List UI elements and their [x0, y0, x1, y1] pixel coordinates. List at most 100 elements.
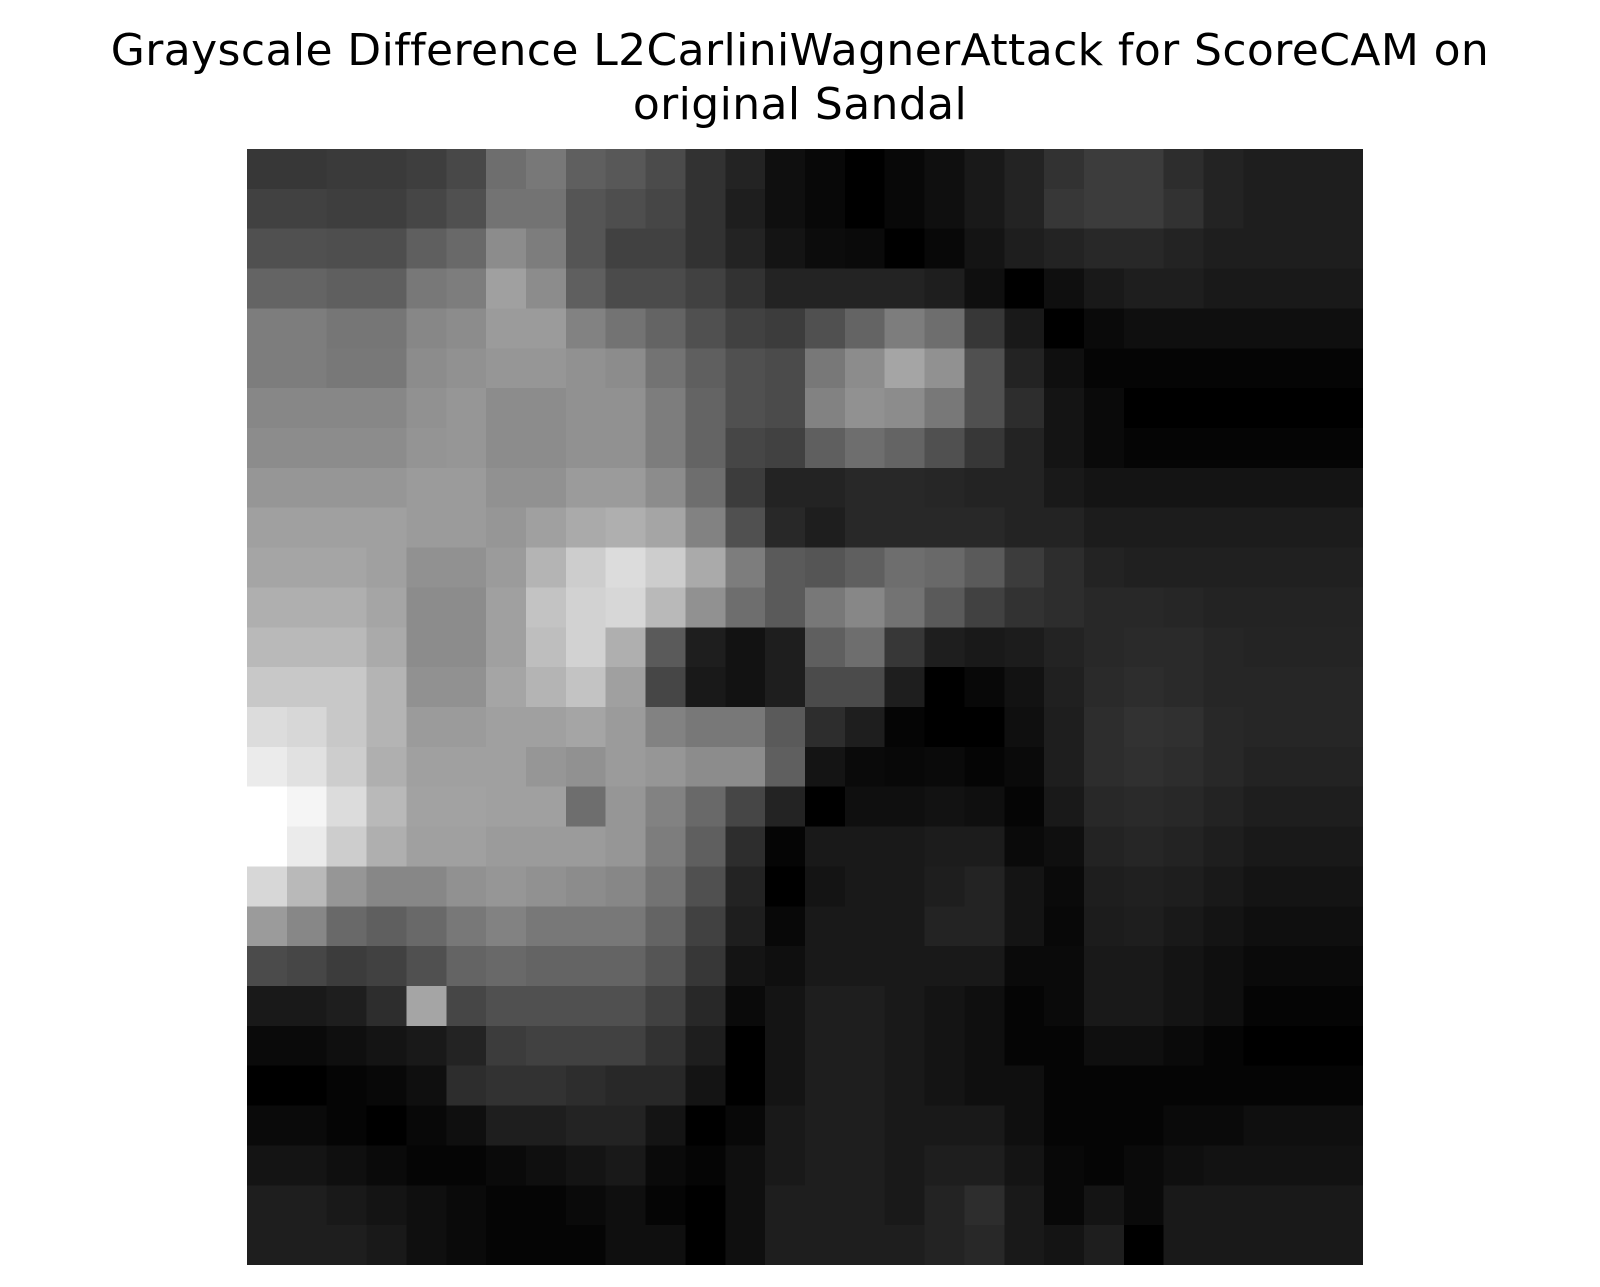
heatmap-cell-r11-c18 [964, 587, 1005, 628]
heatmap-cell-r5-c21 [1084, 348, 1125, 389]
heatmap-cell-r16-c26 [1283, 786, 1324, 828]
heatmap-cell-r0-c23 [1163, 149, 1205, 190]
heatmap-cell-r26-c17 [924, 1185, 966, 1226]
heatmap-cell-r18-c24 [1203, 866, 1245, 907]
heatmap-cell-r11-c21 [1084, 587, 1125, 628]
heatmap-cell-r0-c25 [1243, 149, 1284, 190]
heatmap-cell-r18-c1 [286, 866, 328, 907]
heatmap-cell-r0-c19 [1004, 149, 1045, 190]
heatmap-cell-r15-c6 [486, 746, 527, 788]
heatmap-cell-r17-c9 [605, 826, 647, 868]
heatmap-cell-r2-c9 [605, 228, 647, 270]
heatmap-cell-r8-c23 [1163, 467, 1205, 509]
heatmap-cell-r26-c6 [486, 1185, 527, 1226]
heatmap-cell-r17-c27 [1323, 826, 1363, 868]
heatmap-cell-r20-c15 [844, 946, 886, 987]
heatmap-cell-r7-c25 [1243, 428, 1284, 469]
heatmap-cell-r23-c6 [486, 1065, 527, 1107]
heatmap-cell-r3-c11 [685, 268, 726, 310]
heatmap-cell-r3-c21 [1084, 268, 1125, 310]
heatmap-cell-r10-c1 [286, 547, 328, 589]
heatmap-cell-r20-c22 [1123, 946, 1165, 987]
heatmap-cell-r3-c27 [1323, 268, 1363, 310]
heatmap-cell-r2-c6 [486, 228, 527, 270]
heatmap-cell-r4-c24 [1203, 308, 1245, 349]
heatmap-cell-r12-c23 [1163, 627, 1205, 668]
heatmap-cell-r20-c1 [286, 946, 328, 987]
heatmap-cell-r15-c7 [526, 746, 567, 788]
heatmap-cell-r20-c2 [326, 946, 368, 987]
heatmap-cell-r22-c6 [486, 1025, 527, 1067]
heatmap-cell-r20-c19 [1004, 946, 1045, 987]
heatmap-cell-r16-c18 [964, 786, 1005, 828]
heatmap-cell-r11-c15 [844, 587, 886, 628]
heatmap-cell-r0-c27 [1323, 149, 1363, 190]
heatmap-cell-r27-c4 [406, 1225, 447, 1265]
heatmap-cell-r1-c20 [1044, 188, 1085, 230]
heatmap-cell-r26-c23 [1163, 1185, 1205, 1226]
heatmap-cell-r13-c3 [366, 667, 408, 708]
heatmap-cell-r2-c10 [645, 228, 687, 270]
heatmap-cell-r7-c8 [565, 428, 607, 469]
heatmap-cell-r24-c25 [1243, 1105, 1284, 1147]
heatmap-cell-r25-c12 [725, 1145, 766, 1186]
heatmap-cell-r19-c23 [1163, 906, 1205, 947]
heatmap-cell-r23-c3 [366, 1065, 408, 1107]
heatmap-cell-r7-c4 [406, 428, 447, 469]
heatmap-cell-r12-c21 [1084, 627, 1125, 668]
heatmap-cell-r10-c11 [685, 547, 726, 589]
heatmap-cell-r19-c5 [446, 906, 487, 947]
heatmap-cell-r2-c7 [526, 228, 567, 270]
heatmap-cell-r4-c18 [964, 308, 1005, 349]
heatmap-cell-r27-c26 [1283, 1225, 1324, 1265]
heatmap-cell-r20-c6 [486, 946, 527, 987]
heatmap-cell-r27-c23 [1163, 1225, 1205, 1265]
heatmap-cell-r10-c14 [805, 547, 846, 589]
heatmap-cell-r24-c3 [366, 1105, 408, 1147]
heatmap-cell-r3-c19 [1004, 268, 1045, 310]
heatmap-cell-r17-c10 [645, 826, 687, 868]
heatmap-cell-r5-c3 [366, 348, 408, 389]
heatmap-cell-r2-c17 [924, 228, 966, 270]
heatmap-cell-r5-c7 [526, 348, 567, 389]
heatmap-cell-r10-c9 [605, 547, 647, 589]
heatmap-cell-r5-c26 [1283, 348, 1324, 389]
heatmap-cell-r18-c18 [964, 866, 1005, 907]
heatmap-cell-r8-c21 [1084, 467, 1125, 509]
heatmap-cell-r20-c3 [366, 946, 408, 987]
heatmap-cell-r14-c5 [446, 707, 487, 748]
heatmap-cell-r3-c18 [964, 268, 1005, 310]
heatmap-cell-r19-c4 [406, 906, 447, 947]
heatmap-cell-r23-c23 [1163, 1065, 1205, 1107]
heatmap-cell-r25-c7 [526, 1145, 567, 1186]
heatmap-cell-r3-c23 [1163, 268, 1205, 310]
heatmap-cell-r26-c18 [964, 1185, 1005, 1226]
heatmap-cell-r16-c27 [1323, 786, 1363, 828]
heatmap-cell-r20-c7 [526, 946, 567, 987]
heatmap-cell-r24-c18 [964, 1105, 1005, 1147]
heatmap-cell-r21-c22 [1123, 986, 1165, 1027]
heatmap-cell-r8-c6 [486, 467, 527, 509]
heatmap-cell-r10-c3 [366, 547, 408, 589]
heatmap-cell-r23-c17 [924, 1065, 966, 1107]
heatmap-cell-r19-c7 [526, 906, 567, 947]
heatmap-cell-r12-c27 [1323, 627, 1363, 668]
heatmap-cell-r19-c14 [805, 906, 846, 947]
heatmap-cell-r5-c15 [844, 348, 886, 389]
heatmap-cell-r5-c13 [765, 348, 806, 389]
heatmap-cell-r23-c8 [565, 1065, 607, 1107]
heatmap-cell-r12-c2 [326, 627, 368, 668]
heatmap-cell-r17-c14 [805, 826, 846, 868]
heatmap-cell-r11-c14 [805, 587, 846, 628]
heatmap-cell-r3-c22 [1123, 268, 1165, 310]
heatmap-cell-r14-c11 [685, 707, 726, 748]
heatmap-cell-r4-c12 [725, 308, 766, 349]
heatmap-cell-r10-c20 [1044, 547, 1085, 589]
heatmap-cell-r2-c25 [1243, 228, 1284, 270]
heatmap-cell-r16-c23 [1163, 786, 1205, 828]
heatmap-cell-r6-c0 [247, 388, 288, 429]
heatmap-cell-r20-c21 [1084, 946, 1125, 987]
heatmap-cell-r2-c21 [1084, 228, 1125, 270]
heatmap-cell-r17-c24 [1203, 826, 1245, 868]
heatmap-cell-r21-c8 [565, 986, 607, 1027]
